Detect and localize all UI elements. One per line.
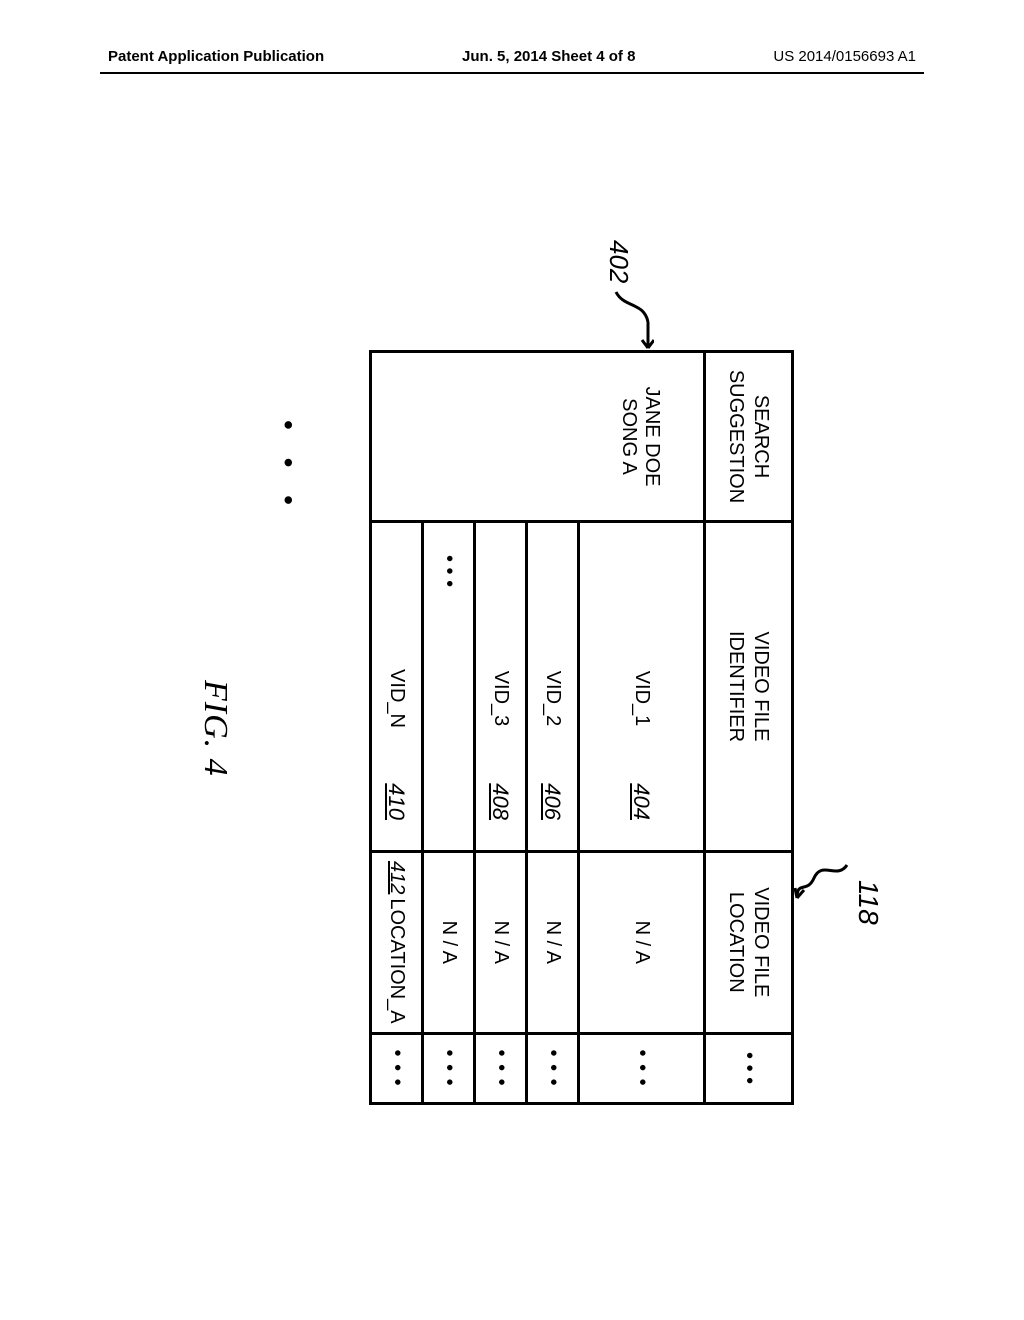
header-right: US 2014/0156693 A1	[773, 48, 916, 65]
cell-ellipsis: • • •	[423, 1033, 475, 1103]
cell-identifier: VID_1 404	[579, 522, 705, 852]
th-location: VIDEO FILELOCATION	[705, 852, 793, 1034]
table-row: JANE DOESONG A VID_1 404 N / A • • •	[579, 352, 705, 1104]
ref-410: 410	[384, 783, 410, 820]
vid-label: VID_3	[490, 671, 512, 727]
cell-location: N / A	[423, 852, 475, 1034]
th-suggestion: SEARCHSUGGESTION	[705, 352, 793, 522]
cell-identifier: VID_3 408	[475, 522, 527, 852]
cell-location: N / A	[579, 852, 705, 1034]
header-center: Jun. 5, 2014 Sheet 4 of 8	[462, 48, 635, 65]
page: Patent Application Publication Jun. 5, 2…	[0, 0, 1024, 1320]
header-left: Patent Application Publication	[108, 48, 324, 65]
figure-rotated: 118 402 SEARCHSUGG	[100, 160, 924, 1220]
ref-408: 408	[488, 783, 514, 820]
ref-118: 118	[852, 880, 884, 925]
cell-location: N / A	[527, 852, 579, 1034]
location-a: LOCATION_A	[386, 898, 408, 1023]
cell-ellipsis: • • •	[527, 1033, 579, 1103]
table-header-row: SEARCHSUGGESTION VIDEO FILEIDENTIFIER VI…	[705, 352, 793, 1104]
cell-ellipsis: • • •	[579, 1033, 705, 1103]
cell-ellipsis: • • •	[371, 1033, 423, 1103]
page-header: Patent Application Publication Jun. 5, 2…	[0, 48, 1024, 65]
cell-identifier: VID_N 410	[371, 522, 423, 852]
cell-ellipsis: • • •	[475, 1033, 527, 1103]
figure-area: 118 402 SEARCHSUGG	[100, 160, 924, 1220]
th-ellipsis: • • •	[705, 1033, 793, 1103]
cell-suggestion: JANE DOESONG A	[371, 352, 705, 522]
cell-location: N / A	[475, 852, 527, 1034]
cell-location: 412 LOCATION_A	[371, 852, 423, 1034]
ref-402: 402	[603, 240, 634, 283]
header-rule	[100, 72, 924, 74]
vid-label: VID_1	[631, 671, 653, 727]
cell-identifier: VID_2 406	[527, 522, 579, 852]
ref-404: 404	[629, 783, 655, 820]
figure-caption: FIG. 4	[196, 680, 234, 777]
ref-412: 412	[386, 861, 408, 894]
leader-118-squiggle	[792, 860, 852, 910]
vid-label: • • •	[438, 555, 460, 587]
below-table-ellipsis: • • •	[272, 420, 304, 515]
vid-label: VID_N	[386, 669, 408, 728]
ref-406: 406	[540, 783, 566, 820]
th-identifier: VIDEO FILEIDENTIFIER	[705, 522, 793, 852]
suggestion-table: SEARCHSUGGESTION VIDEO FILEIDENTIFIER VI…	[369, 350, 794, 1105]
vid-label: VID_2	[542, 671, 564, 727]
cell-identifier: • • •	[423, 522, 475, 852]
